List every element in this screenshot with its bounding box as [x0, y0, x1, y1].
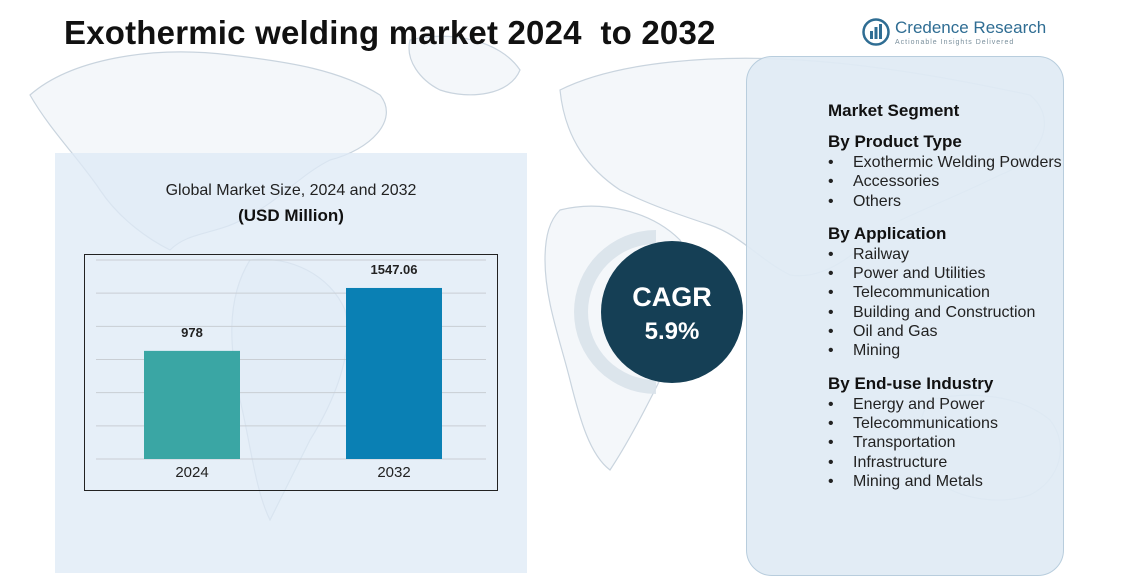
segment-item: Telecommunication	[828, 283, 1128, 303]
brand-logo-icon	[862, 18, 890, 46]
segment-group-list: Energy and Power Telecommunications Tran…	[828, 395, 1128, 492]
segment-item: Accessories	[828, 172, 1128, 192]
segment-item: Transportation	[828, 433, 1128, 453]
bar-chart: 978 2024 1547.06 2032	[96, 259, 486, 481]
cagr-value: 5.9%	[645, 318, 700, 345]
segment-group-title: By Application	[828, 223, 947, 243]
segment-group-title: By End-use Industry	[828, 373, 994, 393]
segment-item: Mining	[828, 341, 1128, 361]
segment-group-list: Exothermic Welding Powders Accessories O…	[828, 153, 1128, 211]
segment-item: Others	[828, 192, 1128, 212]
brand-tagline: Actionable Insights Delivered	[895, 38, 1015, 46]
x-tick-label-2024: 2024	[175, 464, 208, 481]
cagr-label: CAGR	[632, 282, 712, 312]
data-label-2024: 978	[181, 325, 203, 340]
chart-unit: (USD Million)	[238, 206, 344, 225]
segment-group-title: By Product Type	[828, 132, 962, 151]
bar-2032	[346, 287, 442, 459]
brand-logo: Credence Research Actionable Insights De…	[862, 18, 1046, 46]
brand-name: Credence Research	[895, 17, 1047, 37]
x-tick-label-2032: 2032	[377, 464, 410, 481]
bar-2024	[144, 350, 240, 459]
chart-title: Global Market Size, 2024 and 2032	[165, 182, 417, 199]
segment-item: Building and Construction	[828, 303, 1128, 323]
segment-item: Energy and Power	[828, 395, 1128, 415]
segment-item: Infrastructure	[828, 453, 1128, 473]
segment-heading: Market Segment	[828, 101, 960, 120]
segment-item: Power and Utilities	[828, 264, 1128, 284]
page-title: Exothermic welding market 2024 to 2032	[64, 14, 716, 51]
segment-item: Exothermic Welding Powders	[828, 153, 1128, 173]
cagr-graphic: CAGR 5.9%	[574, 230, 743, 394]
segment-group-list: Railway Power and Utilities Telecommunic…	[828, 245, 1128, 361]
cagr-circle	[601, 241, 743, 383]
segment-item: Oil and Gas	[828, 322, 1128, 342]
chart-panel	[55, 153, 527, 573]
plot-frame	[84, 254, 498, 491]
market-segment-list: Market Segment By Product Type Exothermi…	[828, 101, 1128, 504]
data-label-2032: 1547.06	[371, 262, 418, 277]
cagr-badge: CAGR 5.9%	[566, 222, 746, 402]
segment-item: Mining and Metals	[828, 472, 1128, 492]
segment-item: Railway	[828, 245, 1128, 265]
segment-item: Telecommunications	[828, 414, 1128, 434]
